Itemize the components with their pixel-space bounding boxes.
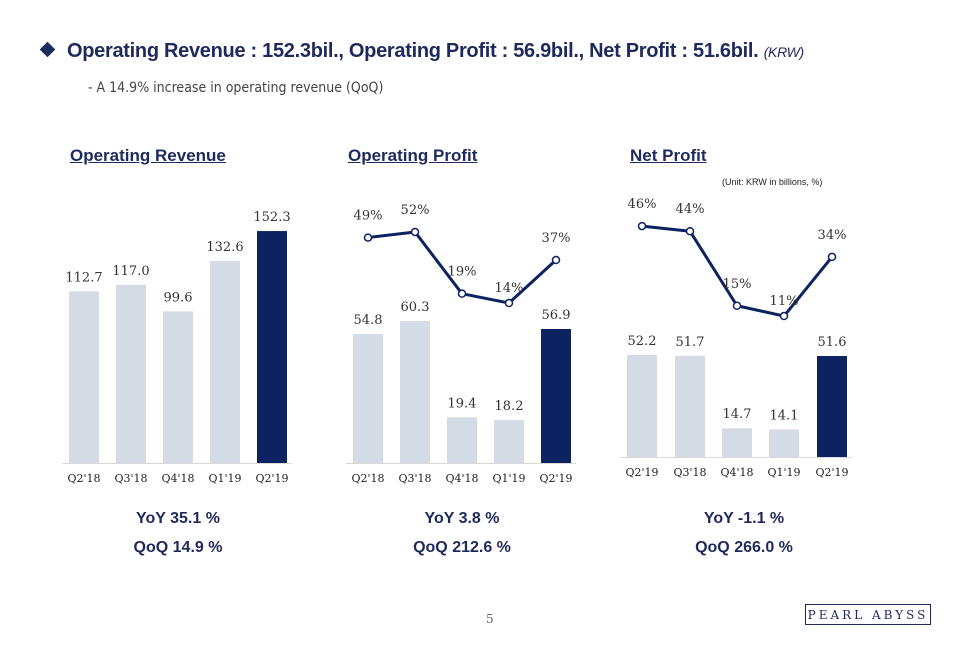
- bar-value-label: 52.2: [628, 334, 657, 349]
- yoy-operating-profit: YoY 3.8 %: [424, 510, 500, 527]
- chart-title-operating-profit: Operating Profit: [348, 146, 478, 165]
- qoq-operating-profit: QoQ 212.6 %: [413, 539, 511, 556]
- page-number: 5: [486, 612, 494, 626]
- bar: [447, 417, 477, 463]
- margin-label: 52%: [401, 203, 430, 218]
- margin-label: 49%: [354, 209, 383, 224]
- bar-value-label: 152.3: [253, 210, 290, 225]
- x-tick-label: Q2'19: [539, 472, 572, 485]
- bar: [817, 356, 847, 457]
- margin-label: 37%: [542, 231, 571, 246]
- bar: [675, 355, 705, 457]
- bar: [353, 333, 383, 463]
- x-tick-label: Q2'18: [351, 472, 384, 485]
- x-tick-label: Q1'19: [208, 472, 241, 485]
- subline: - A 14.9% increase in operating revenue …: [88, 80, 384, 96]
- bar: [210, 261, 240, 463]
- margin-point: [637, 221, 647, 231]
- x-tick-label: Q3'18: [398, 472, 431, 485]
- bar-value-label: 51.6: [818, 335, 847, 350]
- margin-point: [827, 252, 837, 262]
- margin-label: 19%: [448, 265, 477, 280]
- bar: [116, 284, 146, 463]
- margin-label: 46%: [628, 197, 657, 212]
- margin-point: [410, 227, 420, 237]
- margin-point: [551, 255, 561, 265]
- bar-value-label: 56.9: [542, 308, 571, 323]
- x-tick-label: Q4'18: [720, 466, 753, 479]
- bar: [769, 429, 799, 457]
- bar: [257, 231, 287, 463]
- x-tick-label: Q3'18: [114, 472, 147, 485]
- x-tick-label: Q2'19: [815, 466, 848, 479]
- bar-value-label: 51.7: [676, 335, 705, 350]
- margin-label: 14%: [495, 281, 524, 296]
- pearl-abyss-logo: PEARL ABYSS: [805, 604, 931, 625]
- headline: Operating Revenue : 152.3bil., Operating…: [39, 40, 805, 63]
- margin-label: 11%: [770, 294, 799, 309]
- bar-value-label: 132.6: [206, 240, 243, 255]
- bar: [163, 311, 193, 463]
- margin-point: [685, 226, 695, 236]
- margin-point: [457, 289, 467, 298]
- margin-point: [732, 301, 742, 310]
- unit-note: (Unit: KRW in billions, %): [722, 177, 823, 187]
- x-tick-label: Q1'19: [767, 466, 800, 479]
- chart-title-operating-revenue: Operating Revenue: [70, 146, 226, 165]
- qoq-net-profit: QoQ 266.0 %: [695, 539, 793, 556]
- bar-value-label: 99.6: [164, 290, 193, 305]
- bar-value-label: 117.0: [112, 264, 149, 279]
- margin-point: [363, 233, 373, 242]
- headline-unit: (KRW): [763, 44, 805, 60]
- bar-value-label: 60.3: [401, 300, 430, 315]
- bar-value-label: 14.7: [723, 407, 752, 422]
- margin-label: 44%: [676, 202, 705, 217]
- x-tick-label: Q3'18: [673, 466, 706, 479]
- bar-value-label: 18.2: [495, 399, 524, 414]
- chart-title-net-profit: Net Profit: [630, 146, 707, 165]
- headline-text: Operating Revenue : 152.3bil., Operating…: [67, 40, 759, 62]
- x-tick-label: Q2'18: [67, 472, 100, 485]
- bar: [400, 320, 430, 463]
- bar: [541, 329, 571, 463]
- x-tick-label: Q4'18: [445, 472, 478, 485]
- bar: [69, 291, 99, 463]
- bar-value-label: 14.1: [770, 408, 799, 423]
- x-tick-label: Q2'19: [255, 472, 288, 485]
- x-tick-label: Q1'19: [492, 472, 525, 485]
- margin-point: [504, 298, 514, 308]
- margin-point: [779, 311, 789, 321]
- bar: [722, 428, 752, 457]
- bar: [494, 420, 524, 463]
- bar-value-label: 54.8: [354, 313, 383, 328]
- x-tick-label: Q4'18: [161, 472, 194, 485]
- bar: [627, 354, 657, 457]
- bar-value-label: 19.4: [448, 396, 477, 411]
- qoq-operating-revenue: QoQ 14.9 %: [133, 539, 223, 556]
- x-tick-label: Q2'19: [625, 466, 658, 479]
- margin-label: 15%: [723, 277, 752, 292]
- yoy-operating-revenue: YoY 35.1 %: [136, 510, 220, 527]
- bar-value-label: 112.7: [65, 270, 102, 285]
- yoy-net-profit: YoY -1.1 %: [703, 510, 785, 527]
- margin-label: 34%: [818, 228, 847, 243]
